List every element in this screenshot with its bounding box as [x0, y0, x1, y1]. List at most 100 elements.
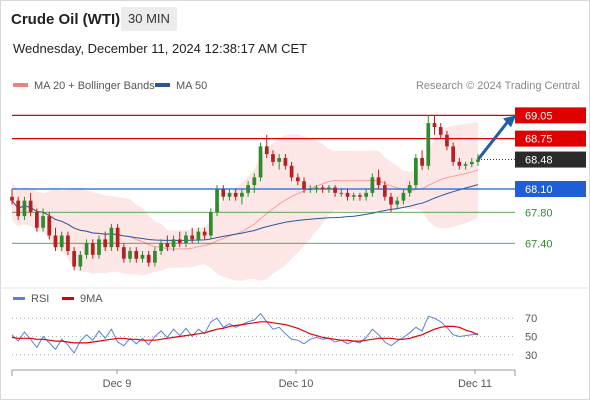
ma9-swatch: [62, 296, 74, 300]
level-tag-text-69.05: 69.05: [525, 110, 553, 122]
candle-body: [438, 127, 443, 135]
ma9-line: [11, 321, 479, 344]
candle-body: [376, 177, 381, 186]
rsi-swatch: [13, 296, 25, 300]
candle-body: [463, 164, 468, 166]
candle-body: [308, 189, 313, 190]
candle-body: [109, 227, 114, 248]
legend-ma20: MA 20 + Bollinger Bands: [13, 80, 155, 92]
level-label-67.80: 67.80: [525, 207, 553, 219]
candle-body: [227, 192, 232, 197]
candle-body: [84, 243, 89, 255]
candle-body: [401, 192, 406, 201]
candle-body: [202, 231, 207, 236]
candle-body: [22, 200, 27, 217]
candle-body: [165, 243, 170, 248]
legend-9ma-label: 9MA: [80, 293, 103, 305]
time-tick-label: Dec 11: [458, 378, 492, 390]
candle-body: [358, 195, 362, 197]
candle-body: [115, 227, 120, 248]
candle-body: [345, 192, 350, 197]
candle-body: [271, 154, 275, 162]
level-tag-68.75: [515, 130, 586, 147]
level-tag-text-68.75: 68.75: [525, 134, 553, 146]
candle-body: [370, 177, 375, 193]
candle-body: [258, 146, 263, 178]
candle-body: [302, 181, 306, 189]
candle-body: [16, 200, 21, 217]
ma50-line: [11, 184, 479, 242]
candle-body: [47, 216, 52, 236]
candle-body: [97, 239, 101, 255]
candle-body: [314, 187, 319, 189]
candle-body: [246, 185, 250, 193]
candle-body: [78, 254, 83, 267]
candle-body: [289, 165, 294, 178]
forecast-arrow-shaft: [476, 120, 510, 161]
candle-body: [333, 187, 337, 193]
candle-body: [134, 251, 139, 259]
candle-body: [153, 251, 157, 263]
candle-body: [171, 239, 176, 248]
legend-rsi-label: RSI: [31, 293, 50, 305]
candle-body: [420, 158, 424, 166]
forecast-arrow-head: [503, 115, 516, 128]
level-tag-68.48: [515, 151, 586, 168]
candle-body: [426, 123, 431, 166]
ma20-swatch: [13, 83, 28, 88]
candle-body: [196, 231, 201, 240]
level-tag-68.10: [515, 181, 586, 197]
time-tick-label: Dec 10: [279, 378, 314, 390]
candle-body: [233, 192, 238, 197]
candle-body: [252, 177, 257, 186]
candle-body: [451, 146, 456, 162]
legend-ma20-label: MA 20 + Bollinger Bands: [34, 80, 155, 92]
candle-body: [140, 254, 145, 259]
candle-body: [277, 158, 282, 162]
legend-ma50: MA 50: [155, 80, 207, 92]
legend-ma50-label: MA 50: [176, 80, 208, 92]
candle-body: [90, 243, 95, 255]
candle-body: [395, 200, 400, 205]
candle-body: [295, 177, 300, 182]
ma50-swatch: [155, 83, 170, 88]
bollinger-band: [12, 122, 478, 281]
candle-body: [364, 192, 369, 197]
time-tick-label: Dec 9: [103, 378, 132, 390]
candle-body: [389, 196, 393, 205]
rsi-tick-50: 50: [525, 332, 537, 344]
candle-body: [53, 235, 58, 248]
candle-body: [121, 247, 126, 259]
candle-body: [432, 123, 437, 127]
candle-body: [382, 185, 387, 197]
candle-body: [208, 212, 213, 236]
candle-body: [10, 196, 14, 201]
candle-body: [407, 185, 412, 193]
candle-body: [34, 212, 39, 228]
timeframe-badge[interactable]: 30 MIN: [121, 7, 177, 31]
rsi-line: [11, 312, 479, 354]
candle-body: [339, 192, 344, 194]
candle-body: [457, 161, 462, 166]
candle-body: [351, 195, 356, 197]
candle-body: [283, 158, 288, 166]
candle-body: [190, 235, 195, 240]
rsi-tick-30: 30: [525, 350, 537, 362]
legend-rsi: RSI: [13, 293, 49, 305]
level-tag-text-68.10: 68.10: [525, 184, 553, 196]
legend-9ma: 9MA: [62, 293, 103, 305]
candle-body: [184, 235, 188, 244]
candle-body: [469, 161, 474, 165]
candle-body: [28, 200, 33, 213]
candle-body: [177, 239, 182, 244]
level-label-67.40: 67.40: [525, 238, 553, 250]
candle-body: [103, 239, 108, 248]
candle-body: [476, 159, 480, 162]
candle-body: [221, 189, 226, 197]
candle-body: [264, 146, 269, 155]
candle-body: [215, 189, 219, 213]
candle-body: [327, 187, 331, 189]
candle-body: [159, 243, 163, 251]
candle-body: [128, 251, 132, 259]
